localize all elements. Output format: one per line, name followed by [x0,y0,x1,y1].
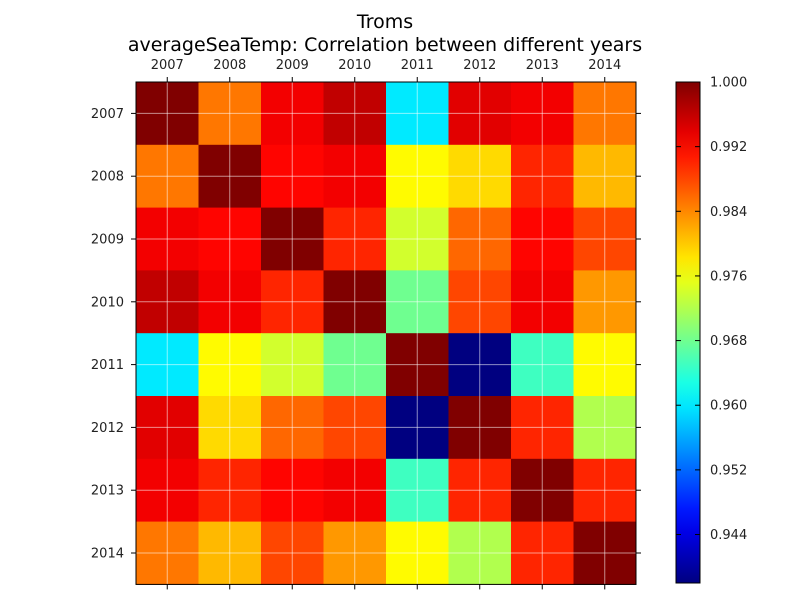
colorbar-tick-label-0.984: 0.984 [710,205,747,220]
x-tick-label-2012: 2012 [463,58,496,73]
heatmap-cells [136,82,637,585]
x-tick-label-2007: 2007 [151,58,184,73]
x-tick-label-2014: 2014 [588,58,621,73]
y-tick-label-2009: 2009 [91,233,124,248]
y-tick-label-2014: 2014 [91,547,124,562]
grid-lines [136,82,636,585]
colorbar: 1.000 0.992 0.984 0.976 0.968 0.960 0.952 0.944 [675,76,747,584]
colorbar-tick-label-0.968: 0.968 [710,334,747,349]
axis-ticks: 2007 2008 2009 2010 2011 2012 2013 2014 2007 2008… [91,58,641,590]
y-tick-label-2011: 2011 [91,358,124,373]
x-tick-label-2013: 2013 [526,58,559,73]
y-tick-label-2007: 2007 [91,107,124,122]
x-tick-label-2008: 2008 [213,58,246,73]
colorbar-tick-label-0.976: 0.976 [710,269,747,284]
colorbar-tick-label-0.960: 0.960 [710,399,747,414]
x-tick-label-2009: 2009 [276,58,309,73]
colorbar-tick-label-0.952: 0.952 [710,463,747,478]
y-tick-label-2010: 2010 [91,295,124,310]
colorbar-tick-label-0.944: 0.944 [710,528,747,543]
colorbar-tick-label-1.000: 1.000 [710,76,747,91]
colorbar-tick-label-0.992: 0.992 [710,140,747,155]
colorbar-gradient [675,81,701,584]
x-tick-label-2010: 2010 [338,58,371,73]
y-tick-label-2013: 2013 [91,484,124,499]
chart-subtitle: averageSeaTemp: Correlation between diff… [128,34,642,56]
y-tick-label-2008: 2008 [91,170,124,185]
plot-frame [135,81,637,585]
chart-title: Troms [356,11,413,33]
x-tick-label-2011: 2011 [401,58,434,73]
y-tick-label-2012: 2012 [91,421,124,436]
